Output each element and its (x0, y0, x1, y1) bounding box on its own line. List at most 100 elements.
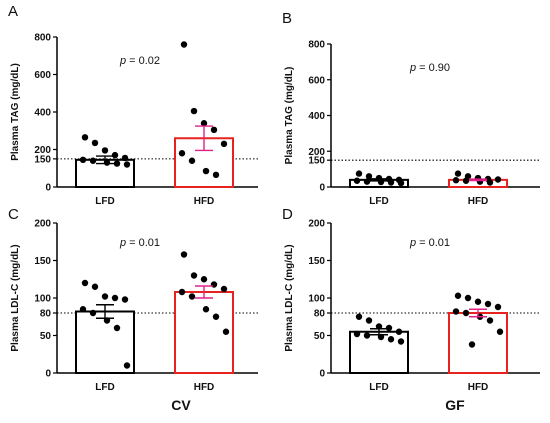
y-tick-label-c-0: 0 (45, 369, 51, 380)
data-point-a-hfd-2 (200, 120, 208, 127)
data-point-b-lfd-6 (363, 178, 371, 185)
y-tick-label-a-4: 600 (34, 70, 51, 81)
data-point-b-hfd-8 (486, 179, 494, 186)
y-tick-label-c-5: 200 (34, 219, 51, 230)
data-point-c-lfd-5 (79, 306, 87, 313)
y-tick-label-a-3: 400 (34, 108, 51, 119)
data-point-c-lfd-8 (113, 324, 121, 332)
data-point-a-lfd-5 (79, 156, 87, 164)
data-point-a-lfd-0 (81, 134, 89, 141)
bottom-label-left: CV (171, 397, 191, 413)
data-point-c-hfd-2 (200, 276, 208, 283)
y-tick-label-c-1: 50 (40, 331, 52, 342)
data-point-c-lfd-1 (91, 283, 99, 290)
p-value-symbol-a: p (119, 55, 126, 67)
y-tick-label-d-3: 100 (308, 294, 325, 305)
x-tick-label-b-lfd: LFD (369, 196, 388, 207)
data-point-c-hfd-3 (210, 281, 218, 288)
data-point-c-lfd-4 (121, 296, 129, 303)
data-point-a-hfd-5 (178, 150, 186, 157)
y-tick-label-c-3: 100 (34, 294, 51, 305)
y-tick-label-b-1: 150 (308, 156, 325, 167)
data-point-d-hfd-2 (474, 298, 482, 305)
panel-letter-a: A (8, 3, 18, 20)
data-point-b-lfd-8 (387, 179, 395, 186)
p-value-symbol-b: p (409, 62, 416, 74)
x-tick-label-d-lfd: LFD (369, 382, 388, 393)
data-point-d-lfd-9 (397, 338, 405, 345)
p-value-symbol-d: p (409, 237, 416, 249)
y-tick-label-d-4: 150 (308, 256, 325, 267)
y-tick-label-b-5: 800 (308, 40, 325, 51)
data-point-b-lfd-1 (365, 173, 373, 180)
data-point-b-hfd-6 (462, 177, 470, 184)
data-point-c-hfd-4 (220, 285, 228, 293)
x-tick-label-c-lfd: LFD (95, 382, 114, 393)
data-point-c-hfd-6 (188, 293, 196, 300)
y-tick-label-a-0: 0 (45, 183, 51, 194)
data-point-b-hfd-0 (454, 170, 462, 177)
data-point-a-hfd-4 (220, 140, 228, 148)
data-point-c-hfd-9 (222, 328, 230, 335)
y-tick-label-d-0: 0 (319, 369, 325, 380)
data-point-c-hfd-5 (178, 288, 186, 296)
data-point-d-hfd-8 (486, 317, 494, 324)
data-point-d-hfd-9 (496, 328, 504, 335)
data-point-c-lfd-2 (101, 293, 109, 300)
y-tick-label-c-2: 80 (40, 309, 52, 320)
data-point-c-lfd-3 (111, 294, 119, 302)
data-point-d-hfd-1 (464, 294, 472, 302)
data-point-a-lfd-3 (111, 151, 119, 159)
data-point-a-lfd-6 (89, 157, 97, 164)
bottom-label-right: GF (445, 397, 465, 413)
data-point-a-lfd-9 (123, 161, 131, 168)
data-point-a-lfd-4 (121, 154, 129, 162)
y-tick-label-b-2: 200 (308, 147, 325, 158)
data-point-c-lfd-9 (123, 362, 131, 369)
panel-letter-d: D (282, 206, 293, 223)
data-point-a-hfd-1 (190, 107, 198, 115)
p-value-number-c: = 0.01 (126, 237, 160, 249)
y-tick-label-d-2: 80 (314, 309, 326, 320)
y-tick-label-a-2: 200 (34, 145, 51, 156)
p-value-number-d: = 0.01 (416, 237, 450, 249)
data-point-b-hfd-5 (452, 177, 460, 184)
data-point-c-lfd-0 (81, 279, 89, 287)
data-point-d-hfd-0 (454, 292, 462, 299)
data-point-d-hfd-5 (452, 308, 460, 315)
data-point-b-lfd-5 (353, 177, 361, 184)
panel-letter-c: C (8, 206, 19, 223)
data-point-d-hfd-4 (494, 303, 502, 311)
data-point-d-lfd-5 (353, 330, 361, 338)
p-value-a: p = 0.02 (119, 55, 160, 67)
x-tick-label-a-hfd: HFD (194, 196, 215, 207)
y-axis-label-c: Plasma LDL-C (mg/dL) (10, 244, 21, 351)
data-point-a-hfd-6 (188, 157, 196, 164)
data-point-d-lfd-3 (385, 324, 393, 332)
y-tick-label-a-1: 150 (34, 154, 51, 165)
p-value-c: p = 0.01 (119, 237, 160, 249)
data-point-a-lfd-1 (91, 139, 99, 147)
data-point-c-lfd-6 (89, 309, 97, 317)
data-point-a-hfd-7 (202, 167, 210, 175)
y-tick-label-d-1: 50 (314, 331, 326, 342)
y-axis-label-d: Plasma LDL-C (mg/dL) (284, 244, 295, 351)
data-point-a-hfd-8 (212, 171, 220, 179)
data-point-d-hfd-3 (484, 300, 492, 308)
data-point-b-lfd-0 (355, 170, 363, 177)
data-point-c-hfd-8 (212, 313, 220, 320)
data-point-a-lfd-8 (113, 160, 121, 167)
data-point-c-hfd-1 (190, 272, 198, 279)
data-point-d-hfd-10 (468, 341, 476, 348)
p-value-number-a: = 0.02 (126, 55, 160, 67)
p-value-d: p = 0.01 (409, 237, 450, 249)
data-point-c-hfd-7 (202, 306, 210, 313)
y-tick-label-b-3: 400 (308, 111, 325, 122)
data-point-a-lfd-2 (101, 147, 109, 154)
y-tick-label-d-5: 200 (308, 219, 325, 230)
y-tick-label-b-4: 600 (308, 75, 325, 86)
